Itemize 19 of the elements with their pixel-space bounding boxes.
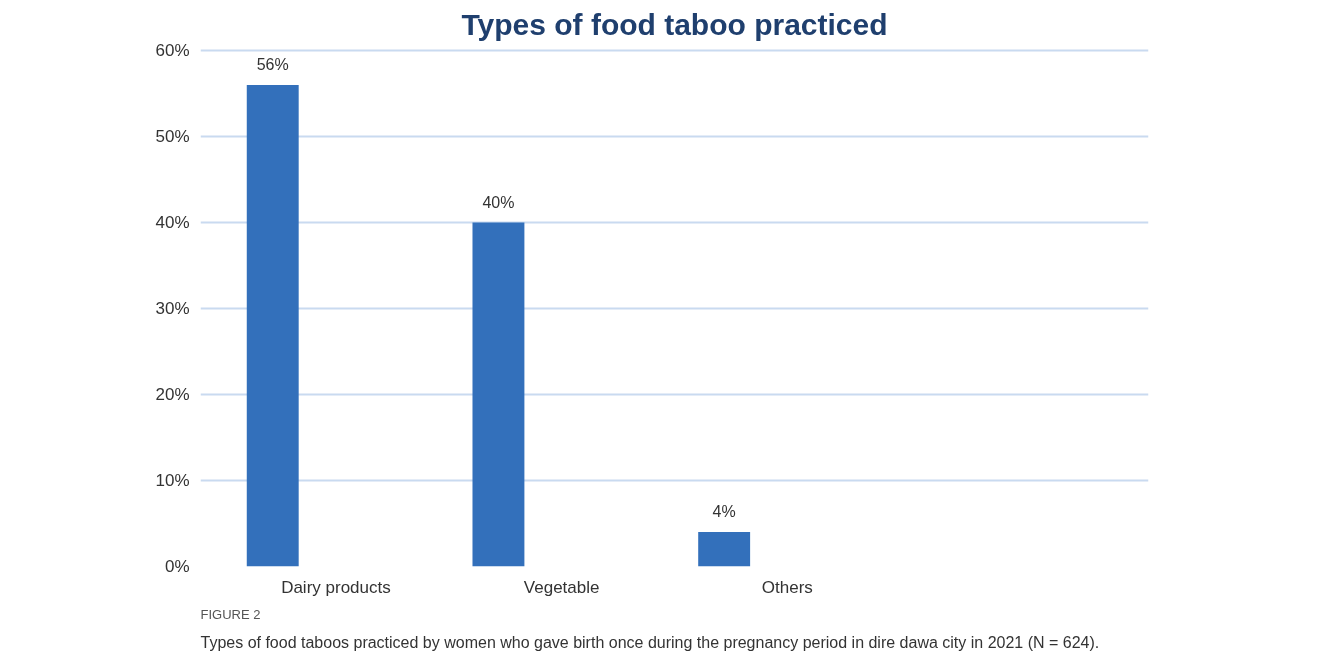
x-tick-label: Vegetable xyxy=(523,577,600,597)
y-tick-label: 20% xyxy=(155,385,190,405)
y-tick-label: 60% xyxy=(155,41,190,61)
y-tick-label: 50% xyxy=(155,127,190,147)
y-tick-label: 10% xyxy=(155,471,190,491)
x-tick-label: Dairy products xyxy=(281,577,391,597)
y-tick-label: 40% xyxy=(155,213,190,233)
x-tick-label: Others xyxy=(761,577,813,597)
bar xyxy=(246,85,299,567)
y-tick-label: 30% xyxy=(155,299,190,319)
y-tick-label: 0% xyxy=(164,557,190,576)
caption: FIGURE 2 xyxy=(200,606,261,622)
data-label: 56% xyxy=(256,56,289,74)
data-label: 4% xyxy=(712,503,736,521)
bar xyxy=(472,222,525,567)
chart-title: Types of food taboo practiced xyxy=(461,7,888,41)
bar xyxy=(698,532,751,567)
text: Types of food taboos practiced by women who gave birth once during the pregnancy period in dire dawa city in 2021 (N = 624). xyxy=(200,633,1100,651)
data-label: 40% xyxy=(482,193,515,211)
